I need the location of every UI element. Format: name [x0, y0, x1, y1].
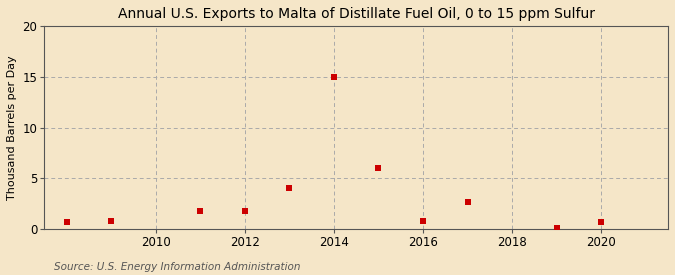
Point [284, 186, 295, 191]
Point [329, 75, 340, 79]
Point [240, 208, 250, 213]
Title: Annual U.S. Exports to Malta of Distillate Fuel Oil, 0 to 15 ppm Sulfur: Annual U.S. Exports to Malta of Distilla… [117, 7, 595, 21]
Point [418, 219, 429, 223]
Y-axis label: Thousand Barrels per Day: Thousand Barrels per Day [7, 55, 17, 200]
Point [61, 219, 72, 224]
Point [596, 219, 607, 224]
Text: Source: U.S. Energy Information Administration: Source: U.S. Energy Information Administ… [54, 262, 300, 272]
Point [195, 208, 206, 213]
Point [373, 166, 384, 170]
Point [551, 226, 562, 230]
Point [106, 219, 117, 223]
Point [462, 199, 473, 204]
